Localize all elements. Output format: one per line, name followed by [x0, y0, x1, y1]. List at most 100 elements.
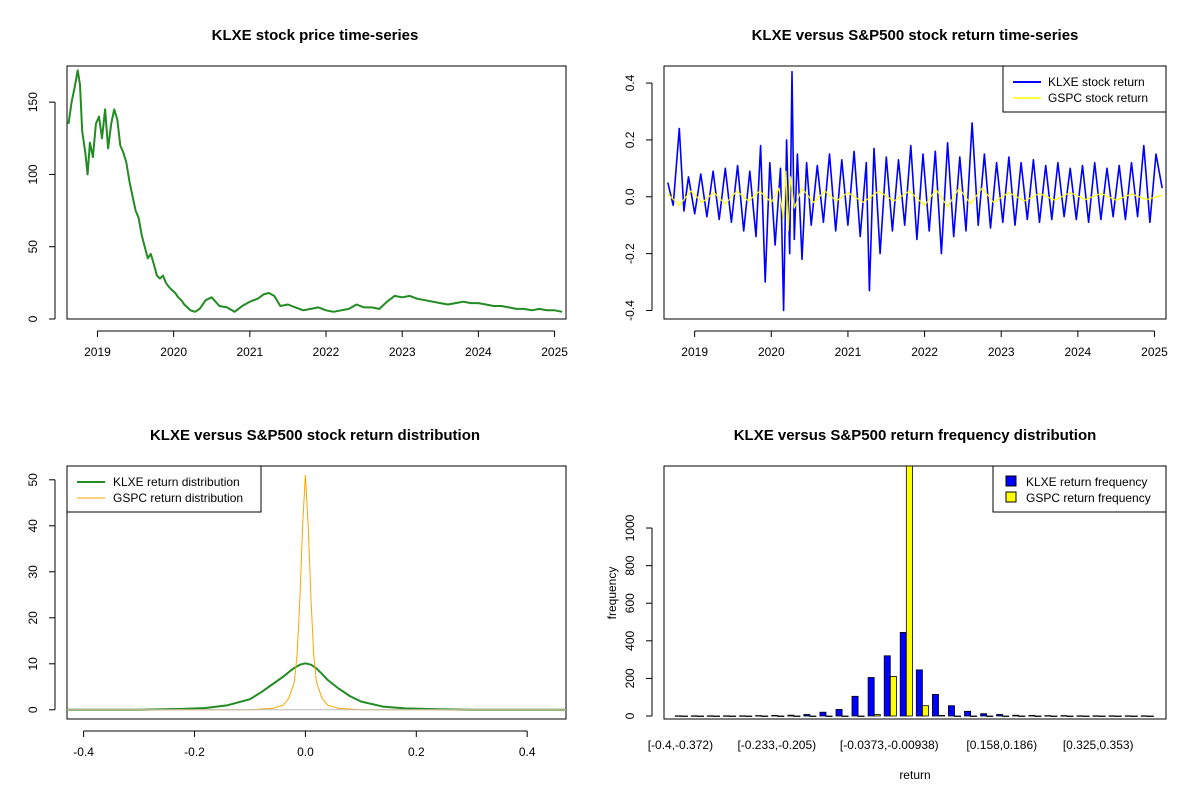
- bar-0: [915, 669, 923, 717]
- bar-1: [1002, 715, 1010, 717]
- y-tick-label: 30: [26, 565, 40, 579]
- bar-1: [1050, 715, 1058, 717]
- bar-1: [1146, 715, 1154, 717]
- panel-return-frequency: KLXE versus S&P500 return frequency dist…: [605, 427, 1167, 782]
- x-tick-label: 2021: [236, 345, 263, 359]
- bar-0: [723, 715, 730, 717]
- bar-0: [883, 655, 891, 717]
- bar-0: [1108, 715, 1116, 717]
- bar-0: [1124, 715, 1132, 717]
- y-tick-label: 800: [623, 555, 637, 575]
- x-tick-label: 2019: [84, 345, 111, 359]
- panel-return-distribution: KLXE versus S&P500 stock return distribu…: [26, 427, 567, 759]
- bar-1: [889, 676, 897, 717]
- bar-1: [1066, 715, 1074, 717]
- y-tick-label: 50: [26, 240, 40, 254]
- legend: KLXE stock return GSPC stock return: [1002, 65, 1167, 113]
- y-tick-label: 0.0: [623, 188, 637, 205]
- bar-1: [1018, 715, 1026, 717]
- panel-return-timeseries: KLXE versus S&P500 stock return time-ser…: [623, 27, 1168, 359]
- bar-0: [1044, 715, 1052, 717]
- series-line-0: [67, 662, 566, 711]
- legend: KLXE return frequency GSPC return freque…: [992, 465, 1167, 513]
- legend-box: [1002, 65, 1167, 113]
- x-tick-label: 2025: [1141, 345, 1168, 359]
- chart-title: KLXE stock price time-series: [212, 27, 419, 44]
- panel-price-timeseries: KLXE stock price time-series 2019 2020 202…: [26, 27, 568, 359]
- bar-1: [745, 715, 753, 717]
- legend-label-klxe: KLXE stock return: [1048, 75, 1145, 89]
- bar-1: [729, 715, 737, 717]
- bar-0: [739, 715, 747, 717]
- legend: KLXE return distribution GSPC return dis…: [66, 465, 262, 513]
- bar-0: [1012, 714, 1020, 717]
- y-tick-label: 400: [623, 630, 637, 650]
- plot-frame: [66, 465, 567, 720]
- bar-0: [1076, 715, 1084, 717]
- bar-1: [1114, 715, 1122, 717]
- plot-frame: [663, 465, 1167, 720]
- bar-1: [873, 714, 881, 717]
- bar-1: [713, 715, 720, 717]
- bar-0: [835, 709, 843, 717]
- y-tick-label: 10: [26, 657, 40, 671]
- x-tick-label: 0.0: [297, 745, 314, 759]
- plot-frame: [663, 65, 1167, 320]
- bar-0: [1060, 715, 1068, 717]
- bar-0: [771, 715, 779, 717]
- y-tick-label: 0: [26, 706, 40, 713]
- bar-1: [777, 715, 785, 717]
- legend-swatch-klxe: [1005, 475, 1017, 487]
- x-tick-label: -0.4: [73, 745, 94, 759]
- bar-0: [787, 714, 795, 717]
- y-tick-label: 0: [623, 712, 637, 719]
- x-tick-label: 0.4: [519, 745, 536, 759]
- bar-1: [793, 715, 801, 717]
- bar-0: [691, 715, 698, 717]
- y-tick-label: 100: [26, 164, 40, 184]
- x-tick-label: 2020: [758, 345, 785, 359]
- series-line-0: [67, 69, 563, 313]
- bar-1: [954, 715, 961, 717]
- y-tick-label: 40: [26, 519, 40, 533]
- bar-1: [809, 715, 817, 717]
- bar-0: [948, 705, 955, 717]
- y-axis-label: frequency: [605, 567, 619, 620]
- bar-0: [851, 695, 859, 717]
- bar-1: [697, 715, 704, 717]
- x-axis-label: return: [899, 768, 930, 782]
- bar-1: [681, 715, 688, 717]
- bar-1: [761, 715, 769, 717]
- x-tick-label: 0.2: [408, 745, 425, 759]
- bar-0: [819, 711, 827, 717]
- bar-0: [1092, 715, 1100, 717]
- x-tick-label: 2019: [681, 345, 708, 359]
- x-tick-label: -0.2: [184, 745, 205, 759]
- y-tick-label: -0.4: [623, 300, 637, 321]
- bar-0: [755, 715, 763, 717]
- bar-0: [996, 714, 1004, 717]
- y-tick-label: 200: [623, 668, 637, 688]
- bar-0: [674, 715, 682, 717]
- bar-1: [825, 715, 833, 717]
- legend-swatch-gspc: [1005, 491, 1017, 503]
- x-tick-label: 2024: [1065, 345, 1092, 359]
- legend-label-klxe: KLXE return frequency: [1026, 475, 1147, 489]
- legend-label-gspc: GSPC return frequency: [1026, 491, 1151, 505]
- bar-0: [899, 632, 907, 717]
- x-category-label: [0.158,0.186): [966, 738, 1037, 752]
- bar-1: [922, 705, 929, 717]
- bar-0: [980, 713, 988, 717]
- x-category-label: [-0.4,-0.372): [648, 738, 713, 752]
- bar-0: [867, 677, 875, 717]
- bar-1: [1082, 715, 1090, 717]
- chart-title: KLXE versus S&P500 stock return distribu…: [150, 427, 480, 444]
- legend-label-gspc: GSPC return distribution: [113, 491, 243, 505]
- x-tick-label: 2022: [313, 345, 340, 359]
- y-tick-label: 20: [26, 611, 40, 625]
- series-line-1: [67, 474, 566, 711]
- y-tick-label: 1000: [623, 514, 637, 541]
- chart-title: KLXE versus S&P500 return frequency dist…: [734, 427, 1097, 444]
- x-tick-label: 2024: [465, 345, 492, 359]
